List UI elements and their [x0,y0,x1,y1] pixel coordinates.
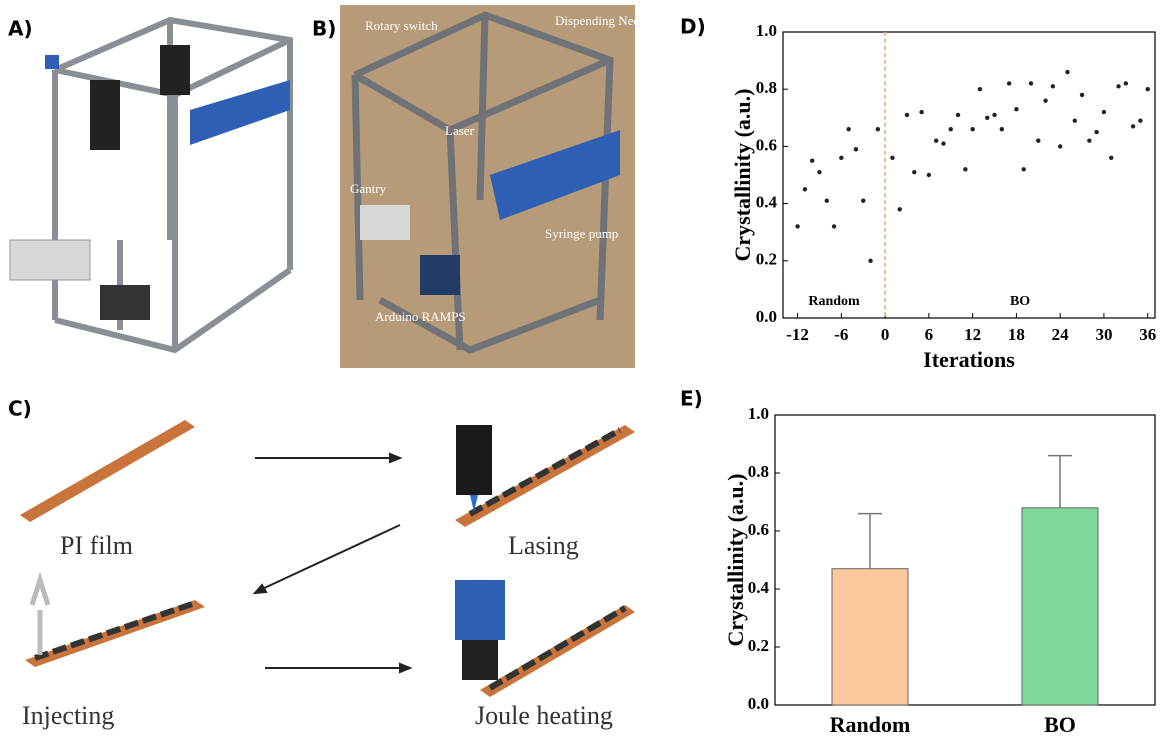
y-tick-label: 0.8 [756,78,777,97]
photo-label: Dispending Needles [555,13,660,28]
x-tick-label: 0 [881,325,890,344]
y-tick-label: 0.8 [748,462,769,481]
x-tick-label: -6 [834,325,848,344]
point [854,147,858,151]
point [1029,81,1033,85]
point [1138,118,1142,122]
annotation: Random [808,294,860,309]
point [817,170,821,174]
point [1014,107,1018,111]
panel-label: E) [680,387,703,411]
x-tick-label: 36 [1139,325,1156,344]
error-bar [1048,456,1072,508]
point [912,170,916,174]
point [890,156,894,160]
point [1051,84,1055,88]
point [1102,110,1106,114]
step-label: Injecting [22,701,114,730]
plot-frame [783,32,1155,318]
y-tick-label: 0.6 [756,135,777,154]
x-tick-label: 18 [1008,325,1025,344]
x-axis-title: Iterations [923,347,1015,372]
point [861,199,865,203]
error-bar [858,514,882,569]
x-tick-label: 24 [1052,325,1070,344]
panel-label: D) [680,15,706,39]
point [846,127,850,131]
photo-label: Laser [445,123,475,138]
point [992,113,996,117]
point [934,138,938,142]
y-tick-label: 0.4 [748,578,770,597]
point [1007,81,1011,85]
x-tick-label: -12 [786,325,809,344]
point [1073,118,1077,122]
point [905,113,909,117]
point [970,127,974,131]
point [927,173,931,177]
point [963,167,967,171]
photo-label: Syringe pump [545,226,618,241]
panel-label: C) [8,397,32,421]
point [1124,81,1128,85]
step-label: PI film [60,531,133,560]
x-tick-label: BO [1044,712,1076,737]
point [803,187,807,191]
point [1058,144,1062,148]
point [898,207,902,211]
point [978,87,982,91]
y-tick-label: 0.0 [748,694,769,713]
point [1116,84,1120,88]
y-axis-title: Crystallinity (a.u.) [730,89,755,262]
point [956,113,960,117]
y-axis-title: Crystallinity (a.u.) [723,474,748,647]
point [1000,127,1004,131]
point [1094,130,1098,134]
point [949,127,953,131]
point [985,116,989,120]
photo-label: Arduino RAMPS [375,309,466,324]
point [1131,124,1135,128]
point [941,141,945,145]
point [1146,87,1150,91]
point [1022,167,1026,171]
figure: Rotary switch Dispending Needles Laser G… [0,0,1162,740]
x-tick-label: 30 [1095,325,1112,344]
y-tick-label: 0.2 [748,636,769,655]
y-tick-label: 0.2 [756,250,777,269]
point [825,199,829,203]
y-tick-label: 0.4 [756,193,778,212]
photo-label: Rotary switch [365,18,438,33]
panel-label: A) [8,17,33,41]
point [876,127,880,131]
point [832,224,836,228]
point [868,259,872,263]
panel-label: B) [312,17,336,41]
point [1065,70,1069,74]
y-tick-label: 1.0 [756,21,777,40]
x-tick-label: Random [830,712,911,737]
point [1109,156,1113,160]
bar [1022,508,1098,705]
bar [832,569,908,705]
point [1080,93,1084,97]
y-tick-label: 1.0 [748,404,769,423]
point [1036,138,1040,142]
point [810,159,814,163]
y-tick-label: 0.0 [756,307,777,326]
printer-render [0,0,300,370]
step-label: Joule heating [475,701,613,730]
point [919,110,923,114]
point [1087,138,1091,142]
photo-label: Gantry [350,181,387,196]
x-tick-label: 6 [925,325,934,344]
x-tick-label: 12 [964,325,981,344]
point [1043,98,1047,102]
annotation: BO [1010,294,1030,309]
point [839,156,843,160]
y-tick-label: 0.6 [748,520,769,539]
point [795,224,799,228]
step-label: Lasing [508,531,579,560]
